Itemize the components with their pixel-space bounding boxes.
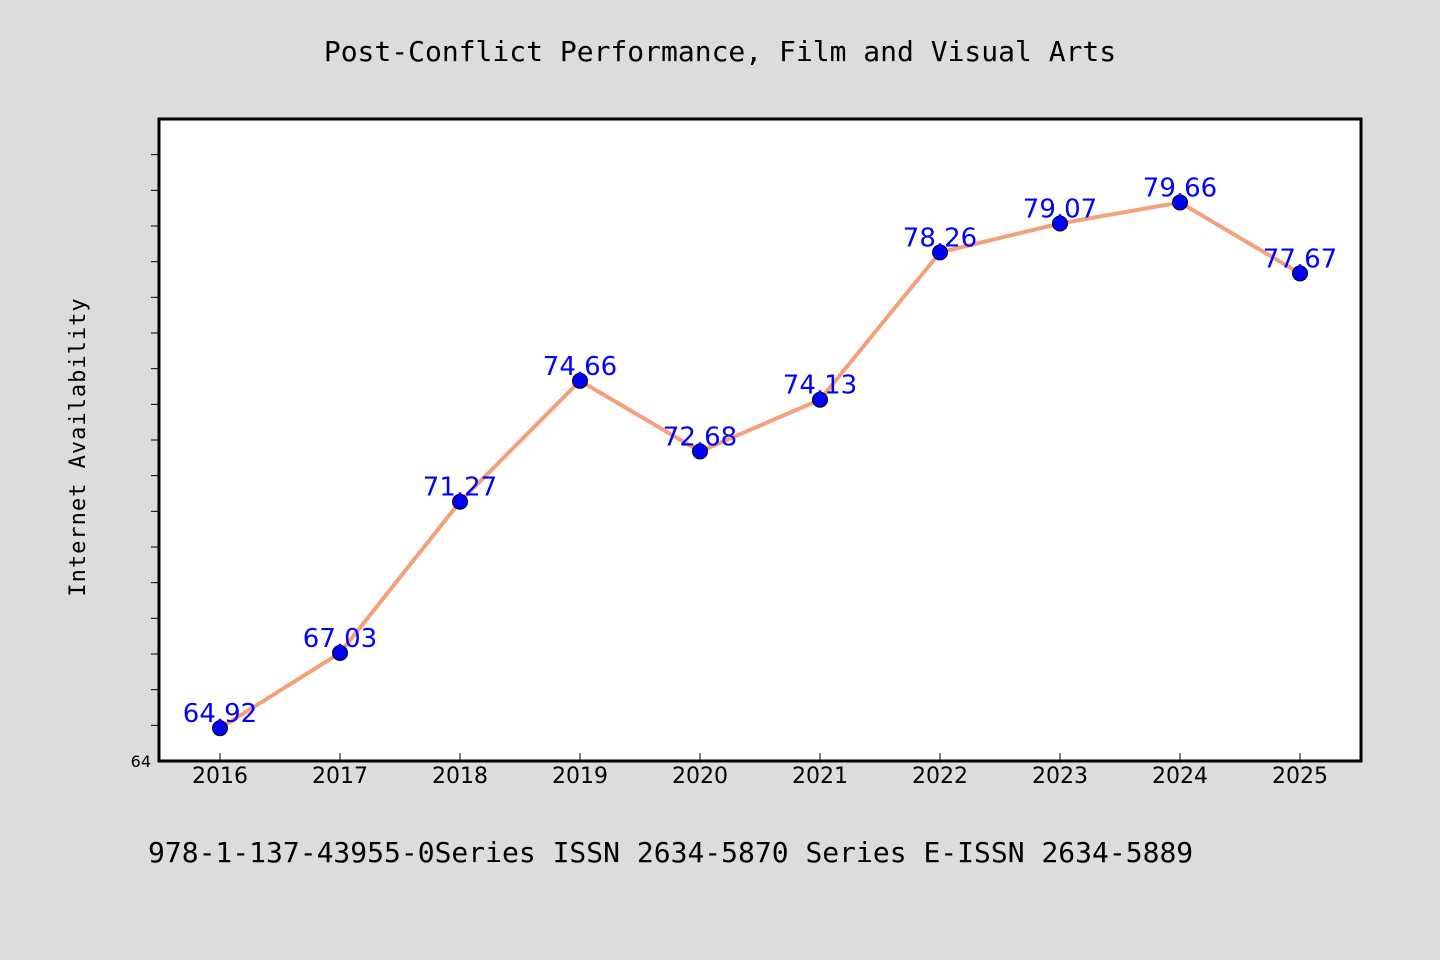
y-axis-label: Internet Availability bbox=[66, 297, 91, 596]
series-line bbox=[218, 200, 1302, 731]
chart-title: Post-Conflict Performance, Film and Visu… bbox=[324, 35, 1116, 68]
data-label: 74.66 bbox=[543, 352, 617, 382]
data-point bbox=[692, 443, 708, 460]
data-point bbox=[332, 644, 348, 661]
x-tick-label: 2019 bbox=[552, 764, 608, 789]
series-group: 64.92 67.03 71.27 74.66 72.68 74.13 78.26 79.07… bbox=[183, 173, 1337, 737]
x-tick-label: 2025 bbox=[1272, 764, 1328, 789]
data-label: 78.26 bbox=[903, 223, 977, 253]
data-label: 77.67 bbox=[1263, 244, 1337, 274]
data-label: 74.13 bbox=[783, 371, 857, 401]
x-tick-label: 2016 bbox=[192, 764, 248, 789]
data-point bbox=[1052, 215, 1068, 232]
plot-area bbox=[157, 117, 1363, 763]
y-axis-ticks: 64 bbox=[131, 154, 158, 771]
x-tick-label: 2021 bbox=[792, 764, 848, 789]
x-axis-ticks: 2016 2017 2018 2019 2020 2021 2022 2023 2024 2025 bbox=[192, 753, 1328, 789]
data-point bbox=[452, 493, 468, 510]
data-point bbox=[1292, 265, 1308, 282]
y-tick-label: 64 bbox=[131, 752, 151, 771]
x-tick-label: 2017 bbox=[312, 764, 368, 789]
data-label: 79.07 bbox=[1023, 195, 1097, 225]
data-point bbox=[1172, 194, 1188, 211]
data-label: 79.66 bbox=[1143, 173, 1217, 203]
data-label: 67.03 bbox=[303, 624, 377, 654]
footer-identifiers: 978-1-137-43955-0Series ISSN 2634-5870 S… bbox=[148, 836, 1193, 869]
x-tick-label: 2022 bbox=[912, 764, 968, 789]
x-tick-label: 2023 bbox=[1032, 764, 1088, 789]
data-point bbox=[812, 391, 828, 408]
data-label: 71.27 bbox=[423, 473, 497, 503]
data-point bbox=[212, 720, 228, 737]
data-point bbox=[932, 244, 948, 261]
data-label: 64.92 bbox=[183, 699, 257, 729]
x-tick-label: 2020 bbox=[672, 764, 728, 789]
data-point bbox=[572, 372, 588, 389]
x-tick-label: 2018 bbox=[432, 764, 488, 789]
x-tick-label: 2024 bbox=[1152, 764, 1208, 789]
data-label: 72.68 bbox=[663, 422, 737, 452]
